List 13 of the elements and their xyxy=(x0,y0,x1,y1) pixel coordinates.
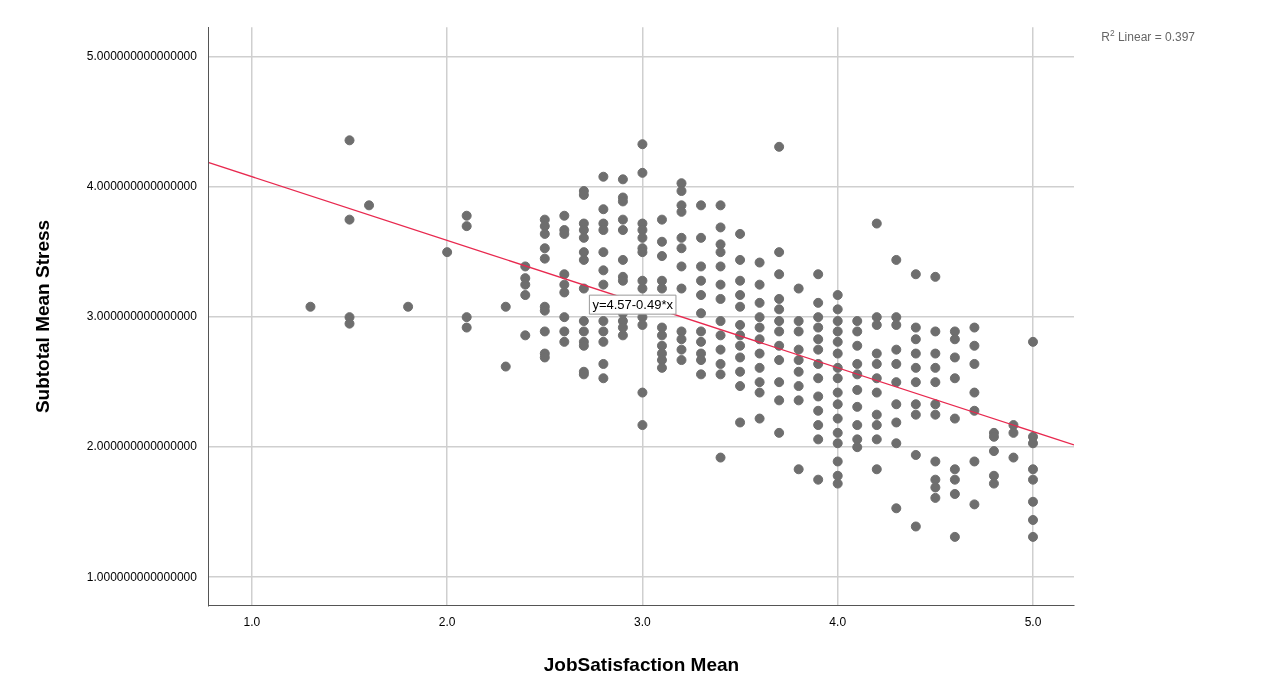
y-tick-label: 2.000000000000000 xyxy=(86,439,198,454)
y-tick-label: 3.000000000000000 xyxy=(86,309,198,324)
x-axis-title: JobSatisfaction Mean xyxy=(543,653,740,675)
x-tick-label: 2.0 xyxy=(438,615,456,630)
x-tick-label: 3.0 xyxy=(634,615,652,630)
y-tick-label: 1.000000000000000 xyxy=(86,569,198,584)
y-axis-title: Subtotal Mean Stress xyxy=(31,219,53,414)
y-tick-label: 4.000000000000000 xyxy=(86,179,198,194)
x-tick-label: 5.0 xyxy=(1024,615,1042,630)
annotation: y=4.57-0.49*x xyxy=(592,296,674,312)
x-tick-label: 1.0 xyxy=(243,615,261,630)
x-tick-label: 4.0 xyxy=(829,615,847,630)
y-tick-label: 5.000000000000000 xyxy=(86,49,198,64)
